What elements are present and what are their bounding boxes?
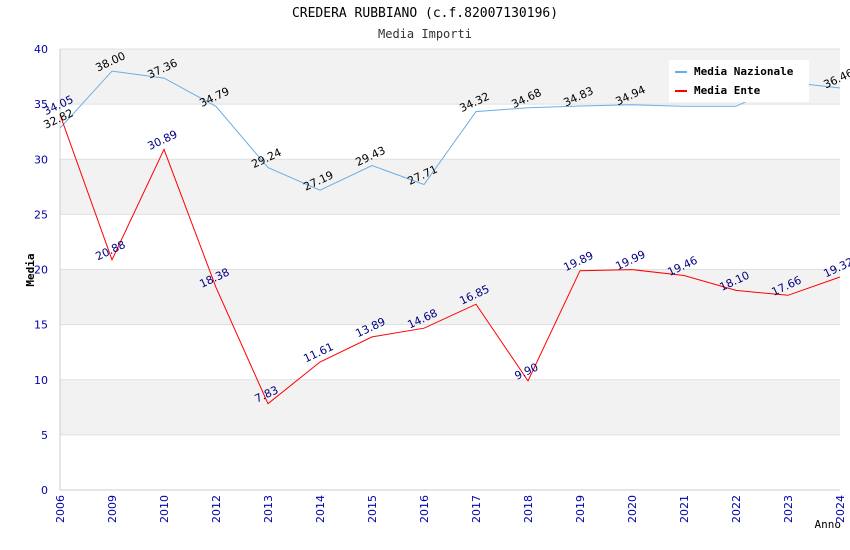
x-tick-label: 2023: [782, 495, 795, 523]
chart-subtitle: Media Importi: [378, 27, 472, 41]
legend-label: Media Ente: [694, 84, 761, 97]
plot-band: [60, 159, 840, 215]
plot-band: [60, 214, 840, 270]
x-tick-label: 2017: [470, 495, 483, 523]
plot-band: [60, 434, 840, 490]
y-tick-label: 25: [34, 208, 48, 221]
plot-band: [60, 324, 840, 380]
y-tick-label: 20: [34, 264, 48, 277]
y-tick-label: 40: [34, 43, 48, 56]
x-tick-label: 2019: [574, 495, 587, 523]
legend-box: [669, 60, 809, 102]
x-tick-label: 2021: [678, 495, 691, 523]
x-tick-label: 2012: [210, 495, 223, 523]
x-tick-label: 2009: [106, 495, 119, 523]
x-tick-label: 2010: [158, 495, 171, 523]
plot-band: [60, 269, 840, 325]
chart-title: CREDERA RUBBIANO (c.f.82007130196): [291, 6, 559, 21]
x-tick-label: 2014: [314, 495, 327, 523]
x-tick-label: 2015: [366, 495, 379, 523]
y-tick-label: 5: [41, 429, 48, 442]
x-tick-label: 2006: [54, 495, 67, 523]
x-tick-label: 2020: [626, 495, 639, 523]
x-tick-label: 2016: [418, 495, 431, 523]
legend-label: Media Nazionale: [694, 65, 794, 78]
x-axis-title: Anno: [815, 518, 842, 531]
y-tick-label: 15: [34, 319, 48, 332]
x-tick-label: 2022: [730, 495, 743, 523]
series-line-media-nazionale: [59, 70, 841, 191]
y-tick-label: 10: [34, 374, 48, 387]
y-tick-label: 0: [41, 484, 48, 497]
plot-band: [60, 379, 840, 435]
x-tick-label: 2013: [262, 495, 275, 523]
y-tick-label: 35: [34, 98, 48, 111]
x-tick-label: 2024: [834, 495, 847, 523]
x-tick-label: 2018: [522, 495, 535, 523]
series-line-media-ente: [59, 114, 841, 405]
plot-band: [60, 104, 840, 160]
y-axis-title: Media: [24, 253, 37, 286]
y-tick-label: 30: [34, 153, 48, 166]
